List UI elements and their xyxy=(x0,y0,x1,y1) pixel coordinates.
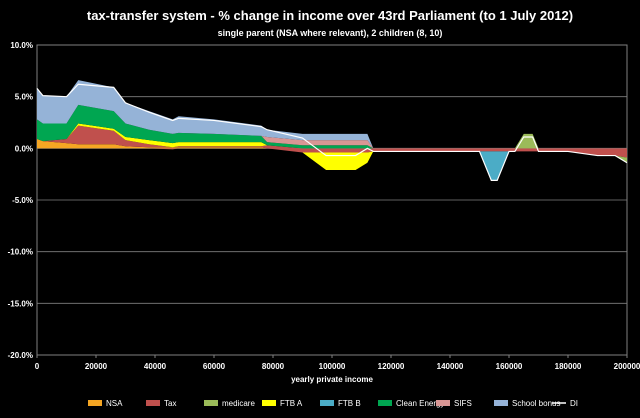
legend-swatch-tax xyxy=(146,400,160,406)
x-tick-label: 0 xyxy=(35,362,40,371)
legend-label-tax: Tax xyxy=(164,399,176,408)
x-axis-ticks: 0 20000 40000 60000 80000 100000 120000 140000 1… xyxy=(35,355,640,371)
legend-swatch-clean-energy xyxy=(378,400,392,406)
legend-swatch-medicare xyxy=(204,400,218,406)
x-tick-label: 40000 xyxy=(144,362,167,371)
y-tick-label: -15.0% xyxy=(8,299,33,308)
legend-swatch-ftb-a xyxy=(262,400,276,406)
area-ftb-a-negative xyxy=(37,148,627,171)
chart-subtitle: single parent (NSA where relevant), 2 ch… xyxy=(218,28,443,38)
chart-title: tax-transfer system - % change in income… xyxy=(87,8,573,23)
area-school-bonus-positive xyxy=(37,80,627,149)
x-tick-label: 200000 xyxy=(614,362,640,371)
legend-label-clean-energy: Clean Energy xyxy=(396,399,444,408)
area-nsa-positive xyxy=(37,139,627,149)
legend: NSA Tax medicare FTB A FTB B Clean Energy SIFS… xyxy=(88,399,578,408)
legend-label-school-bonus: School bonus xyxy=(512,399,560,408)
x-tick-label: 160000 xyxy=(496,362,523,371)
legend-swatch-school-bonus xyxy=(494,400,508,406)
series-lines xyxy=(36,83,628,181)
area-clean-energy-positive xyxy=(37,104,627,149)
x-tick-label: 140000 xyxy=(437,362,464,371)
x-tick-label: 100000 xyxy=(319,362,346,371)
y-tick-label: -20.0% xyxy=(8,351,33,360)
x-tick-label: 60000 xyxy=(203,362,226,371)
legend-swatch-nsa xyxy=(88,400,102,406)
legend-label-medicare: medicare xyxy=(222,399,255,408)
legend-label-ftb-a: FTB A xyxy=(280,399,303,408)
y-tick-label: 0.0% xyxy=(15,144,33,153)
series-areas xyxy=(37,80,627,181)
legend-label-di: DI xyxy=(570,399,578,408)
legend-label-sifs: SIFS xyxy=(454,399,472,408)
y-tick-label: 5.0% xyxy=(15,93,33,102)
x-axis-label: yearly private income xyxy=(291,375,373,384)
y-tick-label: 10.0% xyxy=(10,41,33,50)
y-tick-label: -10.0% xyxy=(8,248,33,257)
y-tick-label: -5.0% xyxy=(12,196,33,205)
area-tax-negative xyxy=(37,148,627,158)
legend-swatch-ftb-b xyxy=(320,400,334,406)
legend-label-ftb-b: FTB B xyxy=(338,399,361,408)
x-tick-label: 180000 xyxy=(555,362,582,371)
line-di xyxy=(36,83,628,181)
x-tick-label: 120000 xyxy=(378,362,405,371)
legend-swatch-sifs xyxy=(436,400,450,406)
x-tick-label: 20000 xyxy=(85,362,108,371)
legend-label-nsa: NSA xyxy=(106,399,123,408)
x-tick-label: 80000 xyxy=(262,362,285,371)
y-axis-ticks: 10.0% 5.0% 0.0% -5.0% -10.0% -15.0% -20.0% xyxy=(8,41,33,360)
